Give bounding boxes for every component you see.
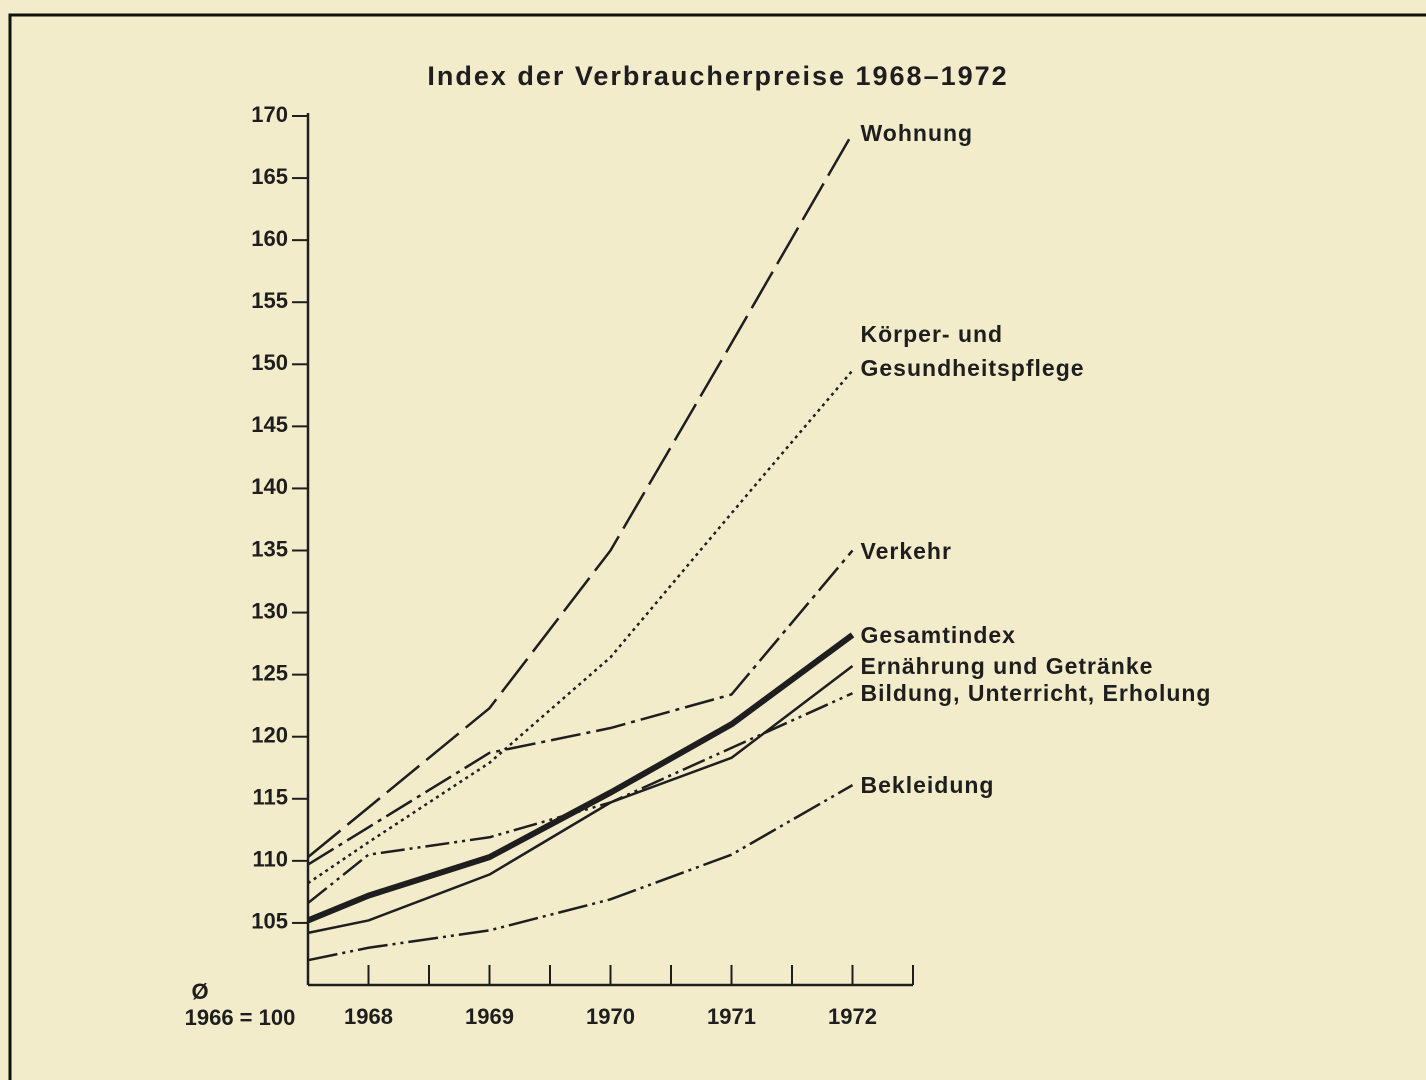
y-tick-label: 130 [251,598,288,623]
origin-symbol: Ø [191,979,208,1004]
series-line [307,549,854,866]
series-line [307,132,854,859]
y-tick-label: 110 [253,847,289,872]
y-tick-label: 145 [251,412,288,437]
y-tick-label: 105 [251,909,288,934]
x-tick-label: 1971 [707,1004,756,1029]
series-label: Wohnung [860,120,974,147]
x-tick-label: 1972 [828,1004,877,1029]
y-tick-label: 170 [251,102,288,127]
series-label: Körper- und Gesundheitspflege [860,321,1085,382]
series-label: Bildung, Unterricht, Erholung [860,680,1212,707]
y-tick-label: 120 [251,723,288,748]
series-line [307,784,854,962]
series-label: Ernährung und Getränke [860,652,1154,679]
x-tick-label: 1968 [344,1004,393,1029]
y-tick-label: 140 [251,474,288,499]
y-tick-label: 155 [251,288,288,313]
series-line [307,664,854,935]
series-line [307,692,854,905]
y-tick-label: 165 [251,164,288,189]
series-label: Gesamtindex [860,621,1016,648]
series-line [307,369,854,885]
origin-note: 1966 = 100 [185,1005,296,1030]
x-tick-label: 1969 [465,1004,514,1029]
y-tick-label: 115 [253,785,289,810]
y-tick-label: 160 [251,226,288,251]
y-tick-label: 150 [251,350,288,375]
y-tick-label: 135 [251,536,288,561]
chart-title: Index der Verbraucherpreise 1968–1972 [427,61,1008,91]
series-label: Verkehr [860,537,952,564]
frame [8,13,1426,1080]
series-label: Bekleidung [860,772,995,799]
series-line [306,632,855,924]
x-tick-label: 1970 [586,1004,635,1029]
y-tick-label: 125 [251,660,288,685]
